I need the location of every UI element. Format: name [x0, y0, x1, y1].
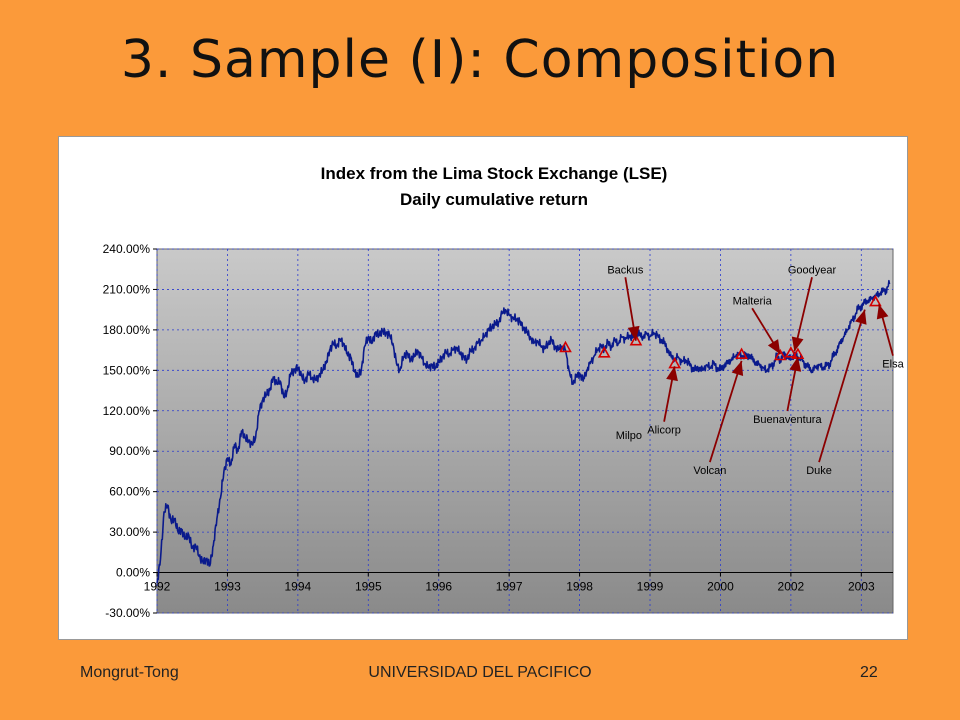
x-tick-label: 1996: [425, 580, 452, 594]
triangle-marker: [784, 346, 798, 358]
x-tick-label: 1997: [496, 580, 523, 594]
slide-title: 3. Sample (I): Composition: [120, 30, 840, 90]
triangle-marker: [629, 334, 643, 346]
y-tick-label: -30.00%: [105, 606, 150, 620]
triangle-marker: [559, 340, 572, 353]
chart-title: Index from the Lima Stock Exchange (LSE): [321, 164, 668, 183]
y-tick-label: 150.00%: [103, 363, 151, 377]
arrowhead-icon: [789, 356, 802, 372]
y-axis: -30.00% 0.00% 30.00% 60.00% 90.00% 120.00% 150…: [103, 242, 157, 620]
y-tick-label: 30.00%: [109, 525, 150, 539]
chart-panel: Index from the Lima Stock Exchange (LSE)…: [58, 136, 908, 640]
x-tick-label: 1995: [355, 580, 382, 594]
triangle-marker: [597, 346, 611, 358]
arrowhead-icon: [731, 360, 744, 377]
arrowhead-icon: [791, 336, 804, 352]
y-tick-label: 120.00%: [103, 404, 151, 418]
page-number: 22: [860, 664, 878, 681]
x-tick-label: 1992: [144, 580, 171, 594]
arrowhead-icon: [767, 339, 781, 355]
plot-area: [156, 248, 894, 614]
x-tick-label: 1998: [566, 580, 593, 594]
arrowhead-icon: [855, 309, 867, 325]
x-tick-label: 1993: [214, 580, 241, 594]
annotation-label: Duke: [806, 465, 832, 477]
triangle-marker: [773, 348, 787, 361]
y-tick-label: 90.00%: [109, 444, 150, 458]
x-tick-label: 2003: [848, 580, 875, 594]
annotation-arrow: [818, 309, 866, 463]
x-tick-label: 2002: [778, 580, 805, 594]
y-tick-label: 240.00%: [103, 242, 151, 256]
y-tick-label: 60.00%: [109, 485, 150, 499]
x-tick-label: 1994: [285, 580, 312, 594]
y-tick-label: 210.00%: [103, 282, 151, 296]
annotation-label: Alicorp: [647, 425, 681, 437]
annotation-label: Volcan: [693, 465, 726, 477]
triangle-marker: [869, 294, 882, 307]
annotation-label: Milpo: [616, 430, 642, 442]
annotation-label: Malteria: [733, 295, 773, 307]
x-tick-label: 1999: [637, 580, 664, 594]
annotation-label: Backus: [607, 264, 644, 276]
annotation-group: Backus Malteria Goodyear Milpo Alicorp Buenav…: [607, 264, 904, 477]
gridlines: [156, 248, 893, 614]
arrowhead-icon: [666, 366, 678, 382]
x-axis: 1992 1993 1994 1995 1996 1997 1998 1999 2000 2002…: [144, 572, 893, 594]
y-tick-label: 180.00%: [103, 323, 151, 337]
chart-subtitle: Daily cumulative return: [400, 190, 588, 209]
annotation-label: Elsa: [882, 359, 904, 371]
y-tick-label: 0.00%: [116, 566, 150, 580]
arrowhead-icon: [627, 325, 640, 341]
annotation-label: Buenaventura: [753, 414, 822, 426]
x-tick-label: 2000: [707, 580, 734, 594]
triangle-marker: [735, 347, 748, 359]
annotation-arrow: [709, 360, 743, 463]
annotation-label: Goodyear: [788, 264, 837, 276]
arrowhead-icon: [876, 304, 889, 320]
series-line: [156, 279, 891, 584]
line-chart: Index from the Lima Stock Exchange (LSE)…: [103, 164, 905, 620]
footer-institution: UNIVERSIDAD DEL PACIFICO: [368, 664, 592, 681]
footer-author: Mongrut-Tong: [80, 664, 179, 681]
